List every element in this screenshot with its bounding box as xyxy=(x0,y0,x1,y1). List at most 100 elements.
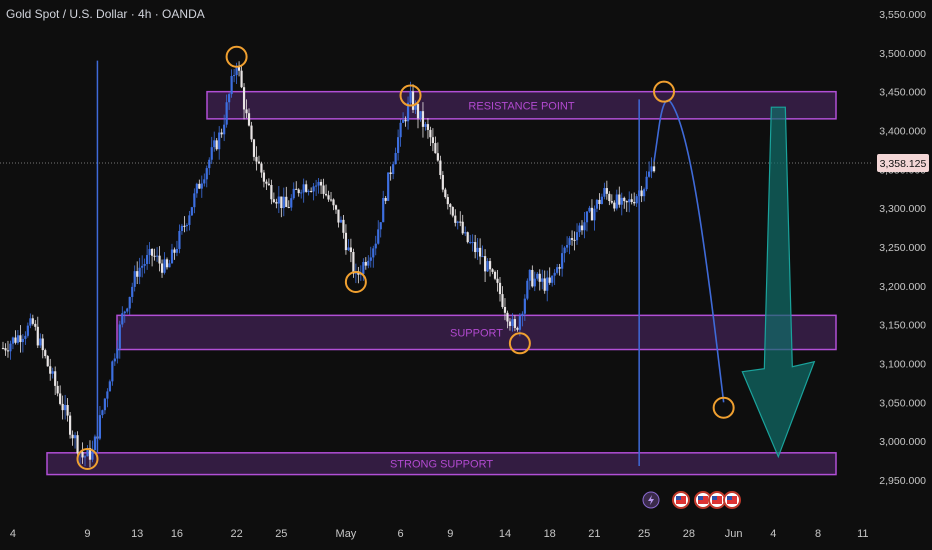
candle-body xyxy=(324,193,328,196)
candle-body xyxy=(287,206,290,208)
y-tick-label: 3,500.000 xyxy=(879,48,926,60)
candle-body xyxy=(426,124,430,130)
candle-body xyxy=(59,393,62,404)
x-tick-label: 4 xyxy=(770,528,776,540)
candle-body xyxy=(29,318,32,326)
candle-body xyxy=(464,232,467,234)
candle-body xyxy=(623,197,626,202)
candle-body xyxy=(198,183,201,189)
candle-body xyxy=(533,278,536,287)
x-tick-label: 9 xyxy=(84,528,90,540)
candle-body xyxy=(64,405,67,411)
candle-body xyxy=(215,140,218,150)
y-tick-label: 3,000.000 xyxy=(879,436,926,448)
x-tick-label: 13 xyxy=(131,528,143,540)
candle-body xyxy=(503,306,507,313)
candle-body xyxy=(68,415,72,435)
candle-body xyxy=(416,104,420,119)
candle-body xyxy=(590,207,594,221)
candle-body xyxy=(165,259,169,268)
candle-body xyxy=(548,277,551,283)
flag-canton xyxy=(727,496,732,500)
candle-body xyxy=(19,335,22,343)
candle-body xyxy=(319,181,323,186)
candle-body xyxy=(317,181,320,186)
candle-body xyxy=(364,261,367,266)
candle-body xyxy=(498,282,502,295)
candle-body xyxy=(193,193,196,208)
candle-body xyxy=(583,222,586,231)
candle-body xyxy=(329,199,333,201)
candle-body xyxy=(551,275,554,283)
candle-body xyxy=(411,91,415,110)
candle-body xyxy=(389,172,392,175)
candle-body xyxy=(414,104,417,110)
events-layer xyxy=(642,491,741,509)
candle-body xyxy=(195,183,198,194)
candle-body xyxy=(486,261,489,272)
candle-body xyxy=(580,225,584,231)
candle-body xyxy=(257,161,261,164)
candle-body xyxy=(295,188,298,190)
candle-body xyxy=(369,257,372,261)
us-flag-icon xyxy=(708,491,726,509)
candle-body xyxy=(628,199,631,203)
candle-body xyxy=(342,219,345,233)
candle-body xyxy=(568,238,571,245)
candle-body xyxy=(277,196,280,204)
candle-body xyxy=(200,183,203,189)
candle-body xyxy=(553,272,556,276)
current-price-tag xyxy=(877,154,929,173)
candle-body xyxy=(439,160,442,176)
candle-body xyxy=(297,189,300,194)
candle-body xyxy=(608,193,611,202)
candle-body xyxy=(118,324,121,349)
candle-body xyxy=(230,76,233,95)
candle-body xyxy=(387,172,390,201)
candle-body xyxy=(208,159,211,169)
candle-body xyxy=(459,221,462,223)
candle-body xyxy=(511,319,514,326)
candle-body xyxy=(359,273,362,275)
candle-body xyxy=(143,263,146,266)
candle-body xyxy=(379,222,382,230)
candle-body xyxy=(600,196,603,204)
y-tick-label: 3,450.000 xyxy=(879,87,926,99)
candle-body xyxy=(282,196,285,209)
candle-body xyxy=(260,163,263,173)
candle-body xyxy=(21,338,24,343)
candle-body xyxy=(73,435,77,439)
arrow-layer xyxy=(741,106,816,459)
candle-body xyxy=(170,249,174,264)
candle-body xyxy=(429,129,432,138)
x-tick-label: 9 xyxy=(447,528,453,540)
candle-body xyxy=(41,338,44,351)
candle-body xyxy=(456,221,459,223)
candle-body xyxy=(526,280,529,299)
candle-body xyxy=(180,225,184,231)
candle-body xyxy=(392,164,395,175)
candle-body xyxy=(384,197,387,201)
candle-body xyxy=(11,337,15,344)
candle-body xyxy=(175,248,179,253)
candle-body xyxy=(625,201,628,203)
candle-body xyxy=(111,361,114,382)
candle-body xyxy=(290,198,293,208)
candle-body xyxy=(113,358,116,362)
candle-body xyxy=(424,124,427,127)
candle-body xyxy=(292,188,295,199)
candle-body xyxy=(469,242,472,244)
candle-body xyxy=(536,273,539,279)
candle-body xyxy=(476,247,479,253)
candle-body xyxy=(546,277,549,291)
candle-body xyxy=(344,232,348,251)
candle-body xyxy=(610,201,613,203)
x-tick-label: 6 xyxy=(398,528,404,540)
candle-body xyxy=(434,143,437,154)
candle-body xyxy=(210,147,213,160)
x-axis: 4 9 13 16 22 25 May 6 9 14 18 21 25 28 Jun 4 8 11 xyxy=(10,528,869,540)
candle-body xyxy=(49,366,52,374)
candle-body xyxy=(516,327,519,330)
candle-body xyxy=(190,207,193,216)
